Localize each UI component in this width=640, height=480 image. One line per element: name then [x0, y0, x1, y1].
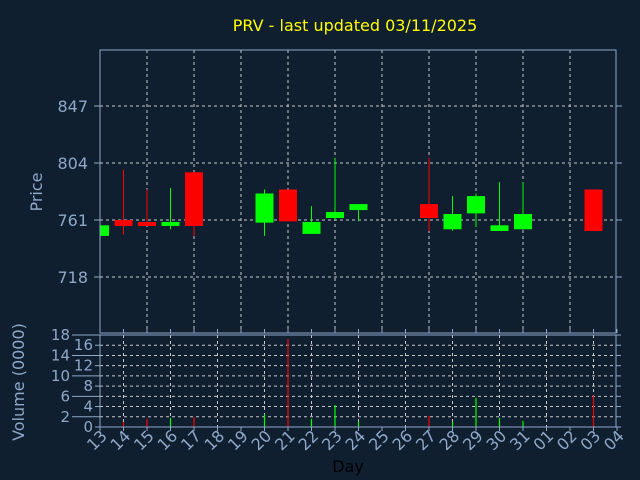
volume-panel-frame	[99, 334, 617, 428]
price-tick-label: 718	[57, 268, 88, 287]
candle-body	[302, 221, 321, 234]
volume-tick-label: 14	[51, 346, 70, 364]
x-axis-label: Day	[332, 457, 364, 476]
marks	[100, 157, 603, 427]
candle-body	[100, 225, 109, 236]
candle-body	[490, 225, 509, 232]
volume-tick-label: 8	[83, 377, 93, 395]
price-panel-frame	[99, 49, 617, 334]
volume-axis-label: Volume (0000)	[9, 323, 28, 441]
volume-tick-label: 10	[51, 367, 70, 385]
volume-tick-label: 4	[83, 398, 93, 416]
volume-tick-label: 0	[83, 418, 93, 436]
candle-body	[467, 196, 485, 214]
candle-body	[114, 220, 133, 226]
candles	[100, 157, 603, 236]
candle-body	[255, 193, 274, 223]
candle-body	[326, 212, 344, 219]
candle-body	[584, 189, 603, 232]
volume-tick-label: 18	[51, 326, 70, 344]
candle-body	[349, 204, 368, 211]
chart-title: PRV - last updated 03/11/2025	[233, 16, 478, 35]
price-tick-label: 761	[57, 211, 88, 230]
price-tick-label: 804	[57, 154, 88, 173]
candle-body	[138, 221, 156, 226]
grid	[100, 50, 616, 427]
volume-tick-label: 2	[60, 408, 70, 426]
candle-body	[514, 214, 532, 230]
candle-body	[443, 214, 462, 230]
price-tick-label: 847	[57, 97, 88, 116]
candle-body	[161, 221, 180, 226]
candle-body	[279, 189, 297, 222]
volume-tick-label: 6	[60, 387, 70, 405]
volume-tick-label: 12	[74, 357, 93, 375]
x-tick-label: 04	[600, 426, 628, 454]
volume-tick-label: 16	[74, 336, 93, 354]
candle-body	[185, 172, 203, 226]
candle-body	[420, 204, 438, 219]
axes: 8478047617181314151617181920212223242526…	[51, 49, 628, 454]
price-axis-label: Price	[27, 172, 46, 211]
